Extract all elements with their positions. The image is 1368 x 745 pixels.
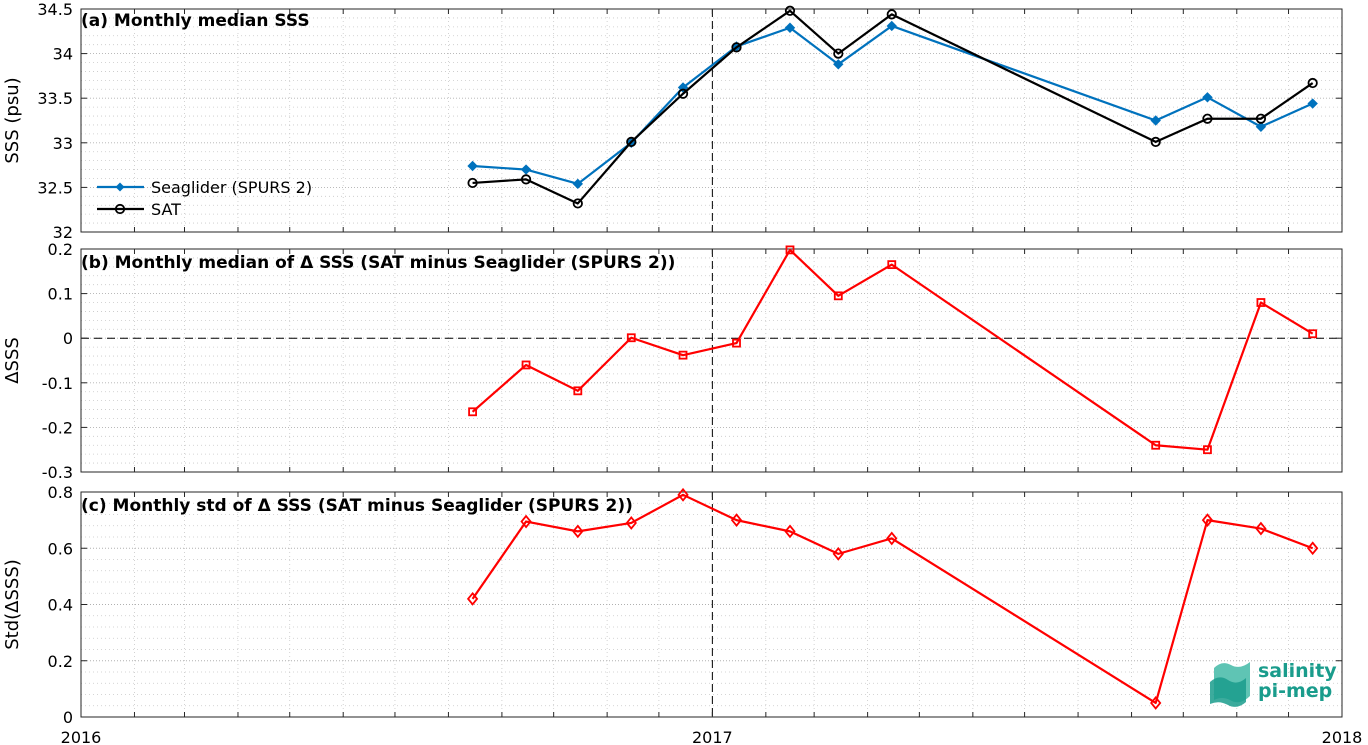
- data-point: [732, 338, 741, 348]
- data-point: [521, 360, 531, 370]
- data-point: [730, 513, 743, 528]
- data-point: [572, 524, 584, 539]
- data-point: [886, 9, 897, 20]
- data-point: [572, 178, 584, 190]
- data-point: [573, 386, 583, 396]
- panel-3: 0 0.2 0.4 0.6 0.8 2016 2017 2018 Std(ΔSSS) (c) Mo…: [2, 483, 1362, 745]
- data-point: [832, 546, 844, 561]
- data-point: [677, 487, 689, 502]
- data-point: [1203, 445, 1212, 455]
- data-point: [785, 245, 795, 255]
- data-point: [833, 48, 844, 59]
- y-tick-label: -0.2: [42, 418, 73, 437]
- y-axis-label: Std(ΔSSS): [2, 559, 23, 650]
- data-point: [520, 164, 532, 175]
- data-point: [1307, 541, 1319, 556]
- salinity-pi-mep-logo: salinity pi-mep: [1210, 660, 1337, 707]
- y-tick-label: -0.3: [42, 463, 73, 482]
- x-tick-label: 2018: [1322, 728, 1363, 745]
- data-point: [784, 22, 796, 33]
- data-point: [467, 177, 478, 189]
- data-point: [886, 531, 898, 546]
- data-point: [731, 42, 742, 53]
- data-point: [833, 291, 843, 301]
- y-tick-label: 34: [53, 45, 73, 64]
- legend-marker: [114, 203, 126, 215]
- data-point: [887, 260, 897, 270]
- data-point: [1307, 98, 1318, 109]
- logo-text-line1: salinity: [1258, 660, 1337, 682]
- data-point: [1150, 115, 1161, 126]
- data-point: [626, 136, 637, 148]
- data-point: [1202, 92, 1213, 103]
- y-tick-label: 32: [53, 223, 73, 242]
- data-point: [1202, 113, 1213, 124]
- data-point: [1308, 329, 1318, 339]
- data-point: [1255, 521, 1267, 536]
- data-point: [1255, 113, 1267, 124]
- data-point: [1150, 696, 1162, 710]
- data-point: [1151, 440, 1161, 450]
- data-point: [1307, 77, 1318, 89]
- y-tick-label: -0.1: [42, 374, 73, 393]
- legend-label-1: Seaglider (SPURS 2): [151, 178, 312, 197]
- y-tick-label: 0.8: [48, 483, 73, 502]
- data-point: [1256, 298, 1266, 307]
- panel-1: 32 32.5 33 33.5 34 34.5 SSS (psu) (a) Monthly m…: [2, 0, 1343, 242]
- y-tick-label: 0.6: [48, 539, 73, 558]
- data-point: [784, 5, 796, 16]
- y-tick-label: 33: [53, 134, 73, 153]
- y-tick-label: 32.5: [37, 178, 73, 197]
- data-point: [520, 174, 532, 185]
- y-tick-label: 0: [63, 329, 73, 348]
- data-point: [626, 333, 636, 343]
- data-point: [572, 198, 583, 209]
- data-point: [886, 20, 897, 32]
- legend: Seaglider (SPURS 2) SAT: [97, 178, 312, 219]
- data-point: [1201, 513, 1214, 528]
- y-tick-label: 0.2: [48, 652, 73, 671]
- data-point: [833, 59, 844, 70]
- data-point: [468, 407, 477, 417]
- panel-title: (a) Monthly median SSS: [81, 11, 310, 31]
- data-point: [520, 514, 532, 529]
- y-tick-label: 0.4: [48, 596, 73, 615]
- data-point: [677, 88, 689, 99]
- panel-title: (b) Monthly median of Δ SSS (SAT minus S…: [81, 253, 675, 273]
- y-axis-label: ΔSSS: [2, 337, 23, 384]
- series-line-1: [472, 24, 1314, 185]
- series-line-2: [472, 9, 1314, 205]
- y-tick-label: 0.1: [48, 285, 73, 304]
- data-point: [1255, 121, 1267, 132]
- series-line-1: [471, 493, 1314, 705]
- x-tick-label: 2016: [61, 728, 102, 745]
- x-tick-label: 2017: [692, 728, 733, 745]
- series-line-1: [471, 248, 1314, 451]
- data-point: [784, 524, 796, 539]
- legend-label-2: SAT: [151, 200, 181, 219]
- legend-marker: [115, 182, 125, 192]
- panel-2: -0.3 -0.2 -0.1 0 0.1 0.2 ΔSSS (b) Monthly media…: [2, 240, 1343, 482]
- y-axis-label: SSS (psu): [2, 77, 23, 163]
- y-tick-label: 0: [63, 708, 73, 727]
- axes-box: [80, 8, 1343, 233]
- data-point: [625, 516, 637, 530]
- logo-text-line2: pi-mep: [1258, 680, 1332, 702]
- y-tick-label: 33.5: [37, 89, 73, 108]
- y-tick-label: 34.5: [37, 0, 73, 19]
- axes-box: [80, 248, 1343, 473]
- logo-wave-shape-front: [1210, 677, 1246, 707]
- data-point: [467, 160, 478, 172]
- y-tick-label: 0.2: [48, 240, 73, 259]
- data-point: [466, 591, 479, 606]
- data-point: [1150, 136, 1161, 148]
- data-point: [678, 350, 688, 360]
- panel-title: (c) Monthly std of Δ SSS (SAT minus Seag…: [81, 496, 633, 516]
